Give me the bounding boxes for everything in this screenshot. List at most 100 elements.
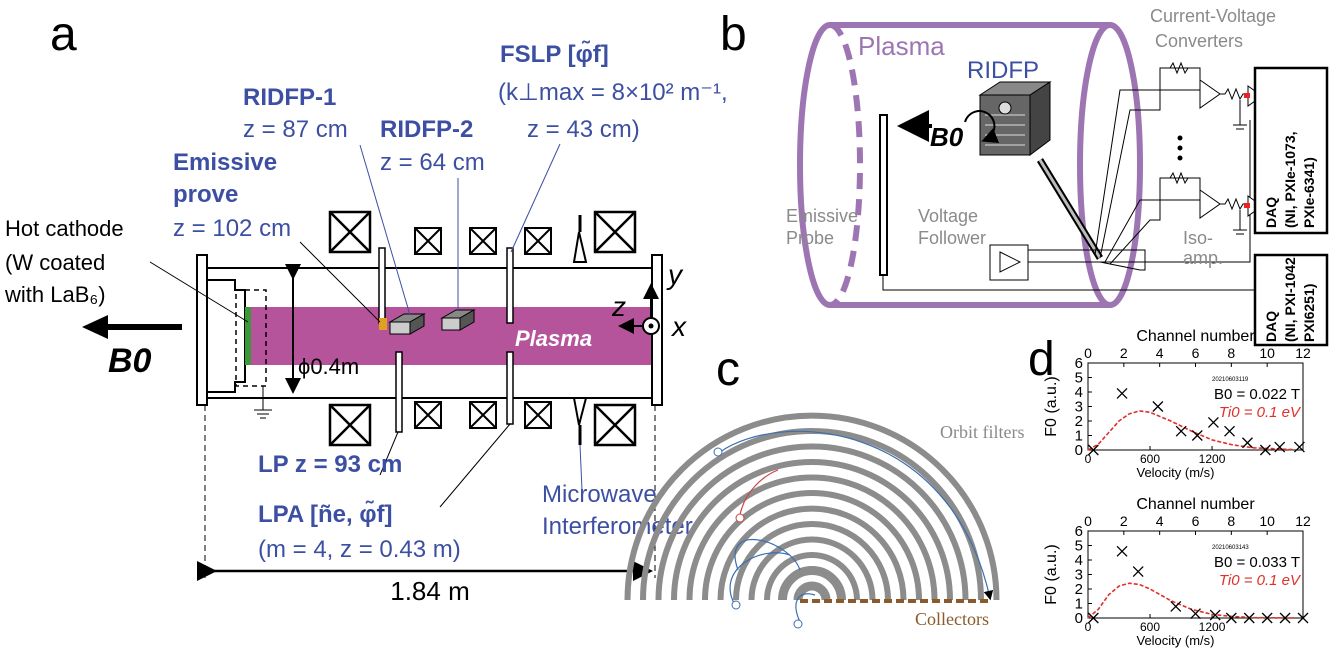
circuit-label: Converters xyxy=(1155,31,1243,51)
axis-label: x xyxy=(670,311,687,342)
probe-name: LP z = 93 cm xyxy=(258,451,402,478)
y-tick-label: 1 xyxy=(1075,596,1083,613)
y-tick-label: 0 xyxy=(1075,442,1083,459)
probe-name: prove xyxy=(173,181,238,208)
data-point xyxy=(1133,567,1143,577)
probe-parameter: (m = 4, z = 0.43 m) xyxy=(258,536,461,563)
y-tick-label: 2 xyxy=(1075,413,1083,430)
orbit-filter xyxy=(798,586,826,600)
data-point xyxy=(1117,546,1127,556)
circuit-label: Follower xyxy=(918,228,986,248)
x-tick-label: 6 xyxy=(1192,513,1200,529)
y-tick-label: 3 xyxy=(1075,399,1083,416)
y-axis-title: F0 (a.u.) xyxy=(1043,544,1060,604)
x-axis-title: Velocity (m/s) xyxy=(1136,465,1214,480)
axis-label: z xyxy=(611,291,626,322)
probe-position: z = 64 cm xyxy=(380,149,485,176)
y-axis-title: F0 (a.u.) xyxy=(1043,376,1060,436)
annotation: Ti0 = 0.1 eV xyxy=(1219,572,1302,589)
probe-position: z = 43 cm) xyxy=(527,116,640,143)
y-tick-label: 6 xyxy=(1075,355,1083,372)
daq-label: PXI6251) xyxy=(1301,284,1317,342)
data-point xyxy=(1176,426,1186,436)
x-tick-label: 4 xyxy=(1156,513,1164,529)
run-id: 20210603119 xyxy=(1212,377,1249,383)
y-tick-label: 4 xyxy=(1075,552,1083,569)
daq-label: (NI, PXIe-1073, xyxy=(1282,132,1298,229)
daq-label: PXIe-6341) xyxy=(1301,157,1317,228)
x-tick-label: 12 xyxy=(1295,345,1311,361)
x-axis-title: Velocity (m/s) xyxy=(1136,633,1214,648)
run-id: 20210603143 xyxy=(1212,545,1249,551)
annotation: B0 = 0.033 T xyxy=(1214,554,1300,571)
circuit-label: Iso- xyxy=(1183,228,1213,248)
x2-tick-label: 1200 xyxy=(1199,620,1226,634)
data-point xyxy=(1153,402,1163,412)
panel-label: c xyxy=(716,343,740,396)
filter-label: Orbit filters xyxy=(940,422,1024,442)
probe-position: z = 87 cm xyxy=(243,116,348,143)
y-tick-label: 1 xyxy=(1075,428,1083,445)
probe-name: Emissive xyxy=(173,149,277,176)
data-point xyxy=(1171,601,1181,611)
cathode-label: (W coated xyxy=(5,250,105,275)
y-tick-label: 6 xyxy=(1075,523,1083,540)
x2-tick-label: 600 xyxy=(1140,452,1160,466)
x-tick-label: 2 xyxy=(1120,513,1128,529)
circuit-label: Voltage xyxy=(918,206,978,226)
annotation: B0 = 0.022 T xyxy=(1214,386,1300,403)
axis-label: y xyxy=(666,259,684,290)
top-axis-title: Channel number xyxy=(1136,496,1255,513)
daq-label: DAQ xyxy=(1263,311,1279,342)
circuit-label: Current-Voltage xyxy=(1150,6,1276,26)
probe-parameter: (k⊥max = 8×10² m⁻¹, xyxy=(498,79,728,106)
y-tick-label: 3 xyxy=(1075,567,1083,584)
circuit-label: Probe xyxy=(786,228,834,248)
x-tick-label: 0 xyxy=(1084,513,1092,529)
orbit-filter-drawing xyxy=(628,416,997,628)
x2-tick-label: 0 xyxy=(1085,452,1092,466)
probe-name: RIDFP-1 xyxy=(243,84,336,111)
annotation: Ti0 = 0.1 eV xyxy=(1219,404,1302,421)
x2-tick-label: 0 xyxy=(1085,620,1092,634)
circuit-drawing xyxy=(800,25,1327,345)
daq-label: (NI, PXI-1042, xyxy=(1282,253,1298,342)
plasma-label: Plasma xyxy=(515,326,592,351)
x-tick-label: 6 xyxy=(1192,345,1200,361)
x-tick-label: 8 xyxy=(1227,513,1235,529)
data-point xyxy=(1208,417,1218,427)
top-axis-title: Channel number xyxy=(1136,328,1255,345)
plasma-label: Plasma xyxy=(858,31,945,61)
data-point xyxy=(1275,442,1285,452)
y-tick-label: 0 xyxy=(1075,610,1083,627)
probe-name: FSLP [φ̃f] xyxy=(500,40,609,68)
diameter-label: ϕ0.4m xyxy=(298,354,359,379)
panel-label: b xyxy=(720,8,747,61)
y-tick-label: 4 xyxy=(1075,384,1083,401)
circuit-label: amp. xyxy=(1183,248,1223,268)
probe-name: RIDFP xyxy=(967,57,1039,84)
x-tick-label: 2 xyxy=(1120,345,1128,361)
probe-name: LPA [ñe, φ̃f] xyxy=(258,500,392,528)
x-tick-label: 10 xyxy=(1259,345,1275,361)
probe-position: z = 102 cm xyxy=(173,215,291,242)
x-tick-label: 0 xyxy=(1084,345,1092,361)
x2-tick-label: 600 xyxy=(1140,620,1160,634)
field-label: B0 xyxy=(930,122,964,152)
x-tick-label: 8 xyxy=(1227,345,1235,361)
y-tick-label: 2 xyxy=(1075,581,1083,598)
daq-label: DAQ xyxy=(1263,197,1279,228)
data-point xyxy=(1117,388,1127,398)
cathode-label: Hot cathode xyxy=(5,216,124,241)
x-tick-label: 10 xyxy=(1259,513,1275,529)
y-tick-label: 5 xyxy=(1075,538,1083,555)
y-tick-label: 5 xyxy=(1075,370,1083,387)
probe-name: RIDFP-2 xyxy=(380,116,473,143)
cathode-label: with LaB₆) xyxy=(4,282,106,307)
figure: a b c d RIDFP-1 z = 87 cm RIDFP-2 z = 64… xyxy=(0,0,1331,659)
x2-tick-label: 1200 xyxy=(1199,452,1226,466)
x-tick-label: 4 xyxy=(1156,345,1164,361)
circuit-label: Emissive xyxy=(786,206,858,226)
instrument-label: Microwave xyxy=(542,481,657,508)
